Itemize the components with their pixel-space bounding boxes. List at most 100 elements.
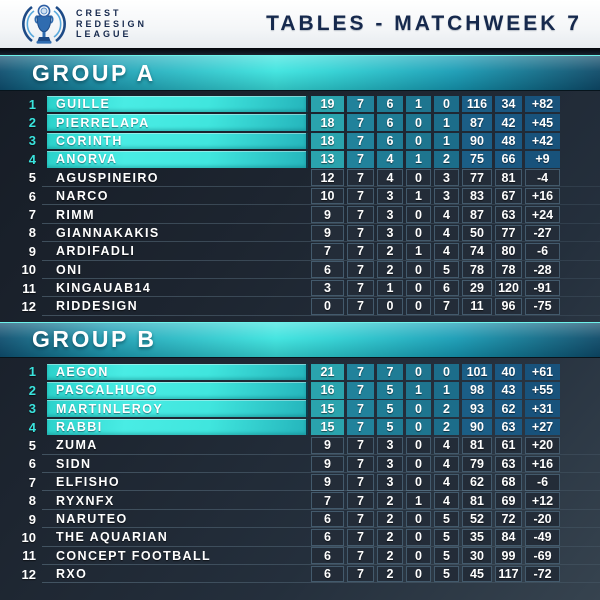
stat-lost: 4	[434, 206, 459, 223]
stat-goals-for: 30	[462, 547, 492, 565]
stat-goals-for: 101	[462, 363, 492, 381]
stat-drawn: 1	[406, 95, 431, 113]
stat-won: 3	[377, 206, 403, 223]
stat-goal-diff: +20	[525, 437, 560, 454]
stat-points: 6	[311, 547, 344, 565]
table-row: 9 ARDIFADLI 7 7 2 1 4 74 80 -6	[0, 242, 600, 261]
stat-won: 5	[377, 418, 403, 436]
stat-goals-against: 63	[495, 455, 522, 473]
team-name-bar: SIDN	[47, 456, 308, 473]
stat-goals-for: 50	[462, 224, 492, 242]
stat-won: 2	[377, 510, 403, 528]
team-name-bar: AGUSPINEIRO	[47, 169, 308, 186]
table-row: 3 CORINTH 18 7 6 0 1 90 48 +42	[0, 132, 560, 150]
group-b-table: 1 AEGON 21 7 7 0 0 101 40 +61 2 PASCALHUGO 16 7 5…	[0, 363, 600, 584]
team-name-bar: MARTINLEROY	[47, 400, 308, 417]
stat-goal-diff: +27	[525, 418, 560, 436]
group-b-header-bar: GROUP B	[0, 321, 600, 358]
stat-goals-against: 77	[495, 224, 522, 242]
stat-points: 12	[311, 169, 344, 187]
stat-drawn: 0	[406, 455, 431, 473]
stat-goals-against: 96	[495, 298, 522, 315]
stat-lost: 5	[434, 565, 459, 583]
stat-lost: 2	[434, 151, 459, 168]
team-name: NARUTEO	[56, 512, 128, 526]
team-name-bar: NARUTEO	[47, 511, 308, 528]
table-row: 2 PASCALHUGO 16 7 5 1 1 98 43 +55	[0, 381, 560, 399]
stat-points: 19	[311, 95, 344, 113]
stat-points: 10	[311, 187, 344, 205]
team-name-bar: RIDDESIGN	[47, 298, 308, 315]
stat-lost: 3	[434, 169, 459, 187]
stat-points: 18	[311, 132, 344, 150]
stat-won: 2	[377, 261, 403, 278]
stat-won: 6	[377, 132, 403, 150]
team-name: ZUMA	[56, 438, 98, 453]
team-name: CONCEPT FOOTBALL	[56, 548, 212, 563]
stat-goals-against: 63	[495, 418, 522, 436]
team-name: ELFISHO	[56, 475, 120, 490]
stat-lost: 4	[434, 492, 459, 509]
stat-points: 9	[311, 224, 344, 242]
table-row: 8 GIANNAKAKIS 9 7 3 0 4 50 77 -27	[0, 224, 600, 243]
stat-goals-for: 35	[462, 529, 492, 546]
table-row: 11 KINGAUAB14 3 7 1 0 6 29 120 -91	[0, 279, 600, 298]
stat-won: 2	[377, 529, 403, 546]
rank-number: 10	[21, 529, 36, 545]
team-name: SIDN	[56, 456, 92, 471]
stat-won: 1	[377, 279, 403, 297]
stat-points: 9	[311, 437, 344, 454]
stat-goals-for: 29	[462, 279, 492, 297]
stat-lost: 4	[434, 473, 459, 491]
table-row: 4 ANORVA 13 7 4 1 2 75 66 +9	[0, 150, 560, 168]
team-name-bar: THE AQUARIAN	[47, 529, 308, 546]
team-name-bar: ONI	[47, 261, 308, 278]
stat-lost: 4	[434, 224, 459, 242]
table-row: 6 SIDN 9 7 3 0 4 79 63 +16	[0, 455, 600, 474]
stat-drawn: 0	[406, 418, 431, 436]
stat-points: 21	[311, 363, 344, 381]
team-name: ONI	[56, 262, 83, 277]
stat-played: 7	[347, 206, 374, 223]
stat-goal-diff: +12	[525, 492, 560, 509]
team-name-bar: ANORVA	[47, 151, 308, 168]
stat-won: 2	[377, 547, 403, 565]
stat-points: 9	[311, 473, 344, 491]
stat-played: 7	[347, 151, 374, 168]
team-name: GIANNAKAKIS	[56, 225, 160, 240]
stat-goals-against: 67	[495, 187, 522, 205]
logo-wordmark: CREST REDESIGN LEAGUE	[76, 8, 147, 41]
table-row: 7 RIMM 9 7 3 0 4 87 63 +24	[0, 205, 600, 225]
stat-drawn: 0	[406, 565, 431, 583]
page-title: TABLES - MATCHWEEK 7	[266, 12, 582, 35]
table-row: 10 ONI 6 7 2 0 5 78 78 -28	[0, 261, 600, 280]
league-logo: CREST REDESIGN LEAGUE	[20, 2, 147, 46]
team-name-bar: ZUMA	[47, 437, 308, 454]
stat-drawn: 0	[406, 510, 431, 528]
rank-number: 2	[28, 115, 36, 131]
stat-points: 16	[311, 381, 344, 399]
team-name: GUILLE	[56, 97, 111, 112]
stat-points: 6	[311, 261, 344, 278]
stat-goals-against: 66	[495, 151, 522, 168]
stat-drawn: 0	[406, 132, 431, 150]
stat-goals-against: 117	[495, 565, 522, 583]
stat-lost: 4	[434, 437, 459, 454]
stat-goal-diff: -28	[525, 261, 560, 278]
stat-drawn: 0	[406, 547, 431, 565]
stat-goals-against: 84	[495, 529, 522, 546]
stat-drawn: 0	[406, 298, 431, 315]
rank-number: 5	[28, 170, 36, 186]
table-row: 2 PIERRELAPA 18 7 6 0 1 87 42 +45	[0, 113, 560, 131]
table-row: 11 CONCEPT FOOTBALL 6 7 2 0 5 30 99 -69	[0, 547, 600, 566]
stat-drawn: 0	[406, 473, 431, 491]
stat-goals-for: 79	[462, 455, 492, 473]
stat-goals-against: 99	[495, 547, 522, 565]
stat-played: 7	[347, 95, 374, 113]
team-name: KINGAUAB14	[56, 281, 152, 296]
team-name: RXO	[56, 567, 88, 582]
team-name-bar: KINGAUAB14	[47, 280, 308, 297]
team-name-bar: CORINTH	[47, 132, 308, 150]
team-name: CORINTH	[56, 133, 123, 148]
stat-goals-against: 120	[495, 279, 522, 297]
